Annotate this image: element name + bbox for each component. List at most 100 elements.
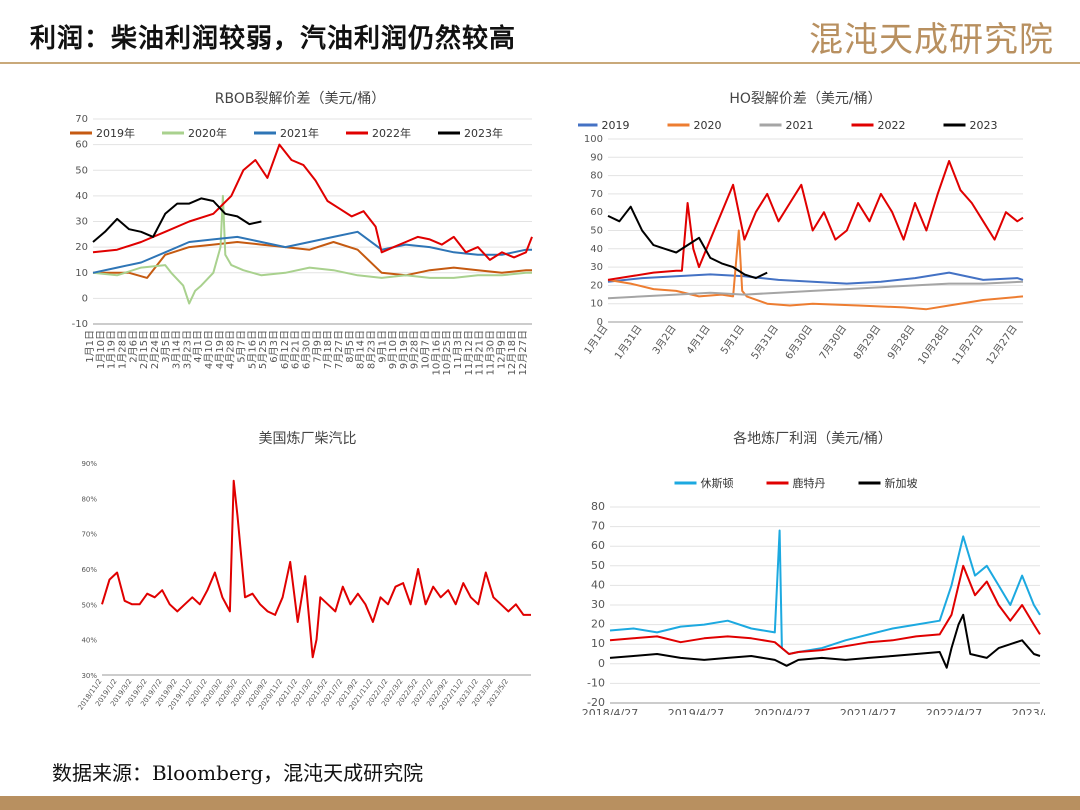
chart-0-xtick-label: 6月21日 [290,330,302,369]
chart-1-xtick-label: 1月31日 [612,323,644,362]
chart-3-xtick-label: 2023/4/27 [1012,707,1045,715]
chart-3-ytick-label: -20 [587,696,605,709]
chart-1-series-line-0 [607,271,1024,285]
chart-0-series-line-4 [92,197,262,243]
regional-refinery-margin-chart: 各地炼厂利润（美元/桶） 休斯顿 鹿特丹 新加坡 -20 -10 0 10 20 30 40 50 60… [582,431,1045,715]
chart-0-xtick-label: 8月5日 [344,330,356,363]
chart-0-xtick-label: 5月25日 [257,330,269,369]
chart-3-xtick-label: 2020/4/27 [754,707,810,715]
chart-1-xtick-label: 12月27日 [984,323,1020,367]
chart-0-ytick-label: 30 [75,217,88,228]
chart-0-xtick-label: 2月6日 [127,330,139,363]
chart-2-title: 美国炼厂柴汽比 [259,431,357,447]
chart-0-xtick-label: 9月28日 [409,330,421,369]
chart-1-xtick-label: 5月31日 [749,323,781,362]
chart-1-ytick-label: 70 [590,189,603,200]
chart-3-ytick-label: -10 [587,676,605,689]
chart-0-xtick-label: 10月16日 [430,330,442,375]
chart-1-legend-label-0: 2019 [602,119,630,132]
chart-1-ytick-label: 60 [590,207,603,218]
chart-3-ytick-label: 50 [591,559,605,572]
chart-0-ytick-label: 10 [75,268,88,279]
chart-0-xtick-label: 3月23日 [181,330,193,369]
chart-3-xtick-label: 2019/4/27 [668,707,724,715]
page-title: 利润：柴油利润较弱，汽油利润仍然较高 [30,24,517,54]
chart-0-xtick-label: 6月30日 [300,330,312,369]
chart-1-ytick-label: 40 [590,244,603,255]
chart-0-xtick-label: 12月9日 [495,330,507,369]
chart-2-ytick-label: 50% [81,601,97,609]
chart-0-xtick-label: 4月28日 [225,330,237,369]
chart-2-ytick-label: 90% [81,460,97,468]
chart-1-xtick-label: 5月1日 [718,323,747,357]
data-source-note: 数据来源：Bloomberg，混沌天成研究院 [52,761,424,785]
chart-3-series-line-1 [609,564,1041,655]
chart-0-xtick-label: 1月28日 [116,330,128,369]
chart-0-xtick-label: 4月19日 [214,330,226,369]
chart-0-xtick-label: 5月7日 [236,330,248,363]
chart-0-xtick-label: 1月10日 [95,330,107,369]
chart-0-xtick-label: 9月19日 [398,330,410,369]
chart-0-xtick-label: 1月1日 [84,330,96,363]
chart-0-legend-label-2: 2021年 [280,126,319,140]
chart-1-legend-label-1: 2020 [694,119,722,132]
chart-0-xtick-label: 11月3日 [452,330,464,369]
chart-0-series-line-0 [93,241,532,279]
chart-1-xtick-label: 9月28日 [885,323,917,362]
chart-0-legend-label-1: 2020年 [188,126,227,140]
chart-1-legend-label-4: 2023 [970,119,998,132]
chart-0-xtick-label: 9月1日 [376,330,388,363]
chart-1-ytick-label: 30 [590,262,603,273]
chart-0-xtick-label: 7月27日 [333,330,345,369]
chart-3-title: 各地炼厂利润（美元/桶） [733,431,892,447]
chart-1-xtick-label: 3月2日 [650,323,679,357]
chart-0-ytick-label: -10 [72,319,88,330]
brand-logo: 混沌天成研究院 [809,20,1054,60]
chart-0-xtick-label: 5月16日 [246,330,258,369]
chart-3-legend-label-1: 鹿特丹 [793,476,826,490]
chart-2-ytick-label: 30% [81,672,97,680]
chart-0-ytick-label: 70 [75,114,88,125]
chart-3-series-line-0 [609,529,1041,655]
chart-3-ytick-label: 30 [591,598,605,611]
chart-0-xtick-label: 6月3日 [268,330,280,363]
chart-1-series-line-4 [607,205,768,280]
chart-0-series-line-1 [92,194,532,305]
chart-0-legend-label-0: 2019年 [96,126,135,140]
chart-1-series-line-1 [607,229,1024,311]
chart-0-xtick-label: 11月12日 [463,330,475,375]
chart-2-series-line-0 [101,479,531,659]
chart-3-ytick-label: 80 [591,500,605,513]
chart-0-xtick-label: 3月14日 [171,330,183,369]
chart-0-xtick-label: 10月7日 [420,330,432,369]
chart-3-ytick-label: 20 [591,618,605,631]
chart-2-ytick-label: 70% [81,531,97,539]
chart-3-ytick-label: 60 [591,539,605,552]
chart-1-ytick-label: 20 [590,280,603,291]
chart-0-ytick-label: 20 [75,242,88,253]
chart-1-ytick-label: 90 [590,152,603,163]
chart-1-xtick-label: 11月27日 [950,323,986,367]
chart-1-title: HO裂解价差（美元/桶） [729,91,881,107]
chart-2-ytick-label: 60% [81,566,97,574]
chart-0-xtick-label: 6月12日 [279,330,291,369]
chart-0-xtick-label: 4月10日 [203,330,215,369]
chart-0-legend-label-3: 2022年 [372,126,411,140]
chart-1-ytick-label: 0 [597,317,603,328]
chart-3-series-line-2 [609,613,1041,669]
chart-3-legend-label-2: 新加坡 [885,476,918,490]
chart-3-ytick-label: 70 [591,520,605,533]
chart-1-xtick-label: 8月29日 [851,323,883,362]
chart-0-xtick-label: 8月14日 [355,330,367,369]
chart-3-xtick-label: 2021/4/27 [840,707,896,715]
chart-0-xtick-label: 2月15日 [138,330,150,369]
chart-1-xtick-label: 10月28日 [916,323,952,367]
chart-1-xtick-label: 7月30日 [817,323,849,362]
chart-0-xtick-label: 12月27日 [517,330,529,375]
chart-1-legend-label-2: 2021 [786,119,814,132]
chart-0-xtick-label: 10月25日 [441,330,453,375]
chart-1-ytick-label: 50 [590,226,603,237]
ho-crack-spread-chart: HO裂解价差（美元/桶） 2019 2020 2021 2022 2023 0 10 20 30 4… [578,91,1024,367]
chart-0-xtick-label: 3月5日 [160,330,172,363]
chart-2-ytick-label: 40% [81,637,97,645]
